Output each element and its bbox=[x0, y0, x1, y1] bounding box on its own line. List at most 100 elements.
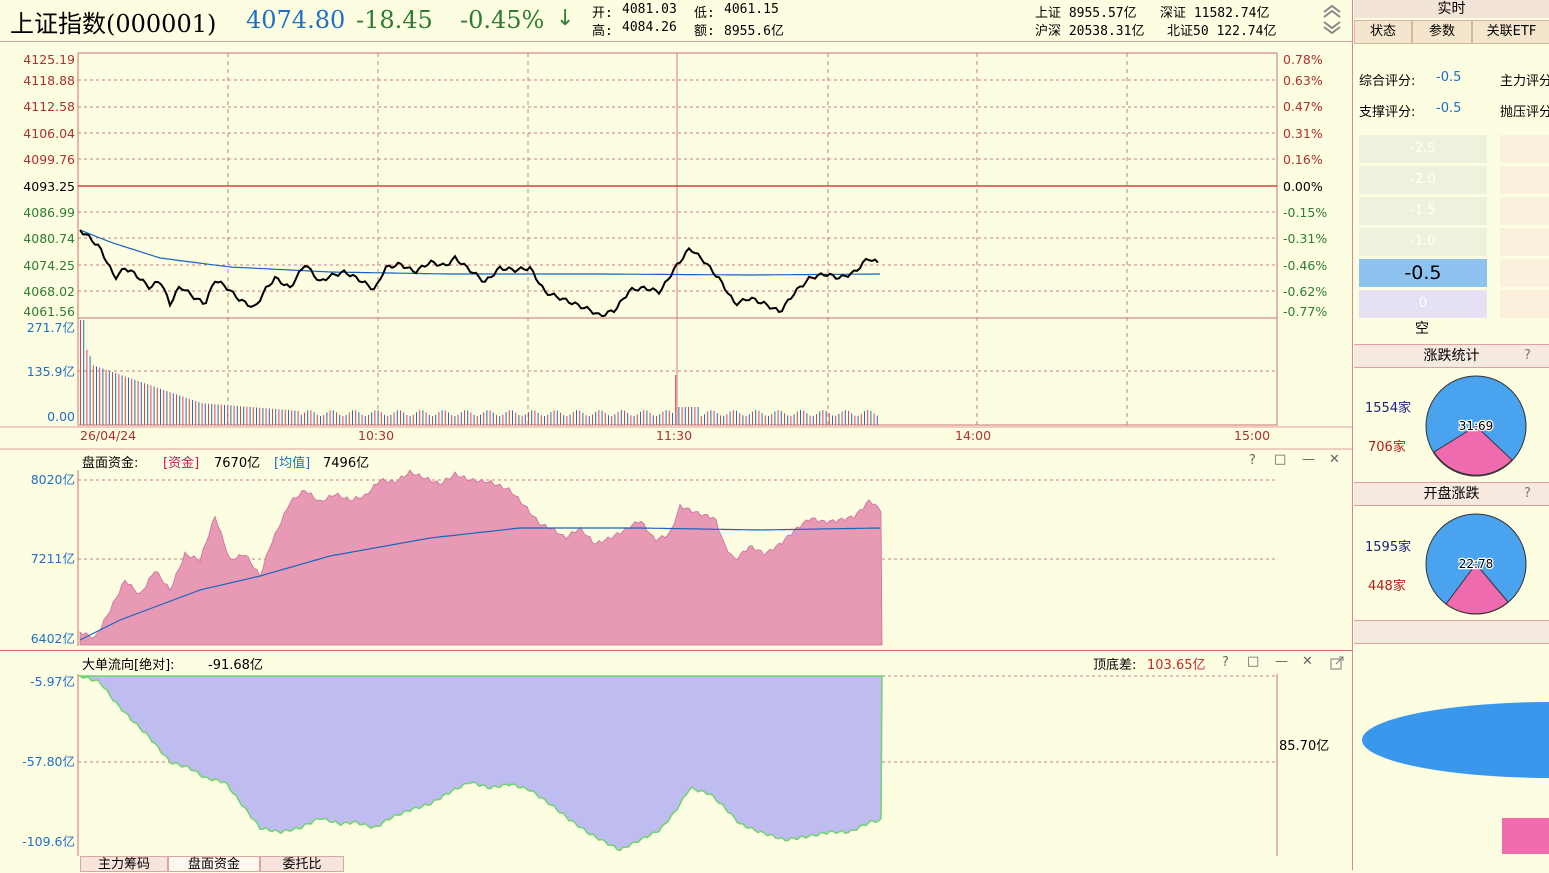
volume-bar bbox=[544, 416, 545, 425]
volume-bar bbox=[665, 410, 667, 425]
help-icon[interactable]: ? bbox=[1524, 486, 1531, 501]
rise-fall-title: 涨跌统计 bbox=[1423, 348, 1480, 364]
y-left-tick: 4074.25 bbox=[23, 258, 75, 273]
volume-bar bbox=[774, 411, 776, 425]
open-pie: 22:78 bbox=[1425, 513, 1527, 615]
y-right-tick: -0.46% bbox=[1283, 258, 1327, 273]
volume-bar bbox=[713, 410, 715, 425]
volume-bar bbox=[633, 415, 635, 425]
volume-bar bbox=[374, 410, 376, 425]
volume-bar bbox=[89, 356, 91, 425]
current-price: 4074.80 bbox=[246, 6, 346, 34]
volume-bar bbox=[441, 410, 443, 425]
amount-label: 额: bbox=[694, 24, 715, 39]
volume-bar bbox=[195, 401, 197, 425]
restore-icon[interactable]: □ bbox=[1247, 654, 1260, 669]
price-change-pct: -0.45% bbox=[460, 6, 545, 34]
close-icon[interactable]: ✕ bbox=[1329, 452, 1340, 467]
volume-bar bbox=[643, 410, 645, 425]
tab-status[interactable]: 状态 bbox=[1354, 20, 1412, 44]
volume-bar bbox=[704, 414, 705, 425]
volume-bar bbox=[208, 403, 209, 425]
help-icon[interactable]: ? bbox=[1249, 453, 1256, 468]
volume-bar bbox=[422, 410, 424, 425]
avg-value: 7496亿 bbox=[323, 456, 370, 471]
volume-bar bbox=[393, 412, 395, 425]
volume-bar bbox=[825, 410, 827, 425]
volume-bar bbox=[822, 410, 824, 425]
help-icon[interactable]: ? bbox=[1524, 348, 1531, 363]
volume-bar bbox=[275, 409, 277, 425]
vol-tick: 271.7亿 bbox=[27, 320, 75, 335]
volume-bar bbox=[672, 413, 673, 425]
volume-bar bbox=[300, 415, 302, 425]
cone-graphic bbox=[1362, 702, 1549, 854]
bo-tick: -5.97亿 bbox=[30, 674, 75, 689]
volume-bar bbox=[230, 405, 232, 425]
tab-params[interactable]: 参数 bbox=[1412, 20, 1472, 44]
volume-bar bbox=[288, 410, 289, 425]
y-right-tick: 0.00% bbox=[1283, 179, 1323, 194]
volume-bar bbox=[172, 393, 174, 425]
y-right-tick: -0.62% bbox=[1283, 284, 1327, 299]
capital-panel: 盘面资金: [资金] 7670亿 [均值] 7496亿 ? □ — ✕ 8020… bbox=[0, 450, 1352, 651]
volume-bar bbox=[793, 414, 795, 425]
tab-order-ratio[interactable]: 委托比 bbox=[260, 856, 344, 872]
collapse-toggle-icon[interactable] bbox=[1321, 2, 1343, 36]
volume-bar bbox=[92, 365, 94, 425]
down-arrow-icon: ↓ bbox=[556, 6, 575, 31]
capital-chart[interactable]: 8020亿 7211亿 6402亿 bbox=[0, 450, 1352, 650]
volume-bar bbox=[716, 413, 718, 425]
volume-bar bbox=[601, 410, 603, 425]
tab-related-etf[interactable]: 关联ETF bbox=[1472, 20, 1549, 44]
volume-bar bbox=[489, 410, 491, 425]
volume-bar bbox=[742, 415, 744, 425]
open-label: 开: bbox=[592, 6, 613, 21]
volume-bar bbox=[857, 415, 859, 425]
scale-cell: -2.0 bbox=[1359, 166, 1487, 194]
help-icon[interactable]: ? bbox=[1222, 655, 1229, 670]
volume-bar bbox=[105, 369, 107, 425]
empty-label: 空 bbox=[1415, 321, 1429, 337]
volume-bar bbox=[787, 415, 789, 425]
volume-bar bbox=[294, 410, 296, 425]
volume-bar bbox=[153, 386, 155, 425]
y-right-tick: 0.63% bbox=[1283, 73, 1323, 88]
close-icon[interactable]: ✕ bbox=[1302, 654, 1313, 669]
volume-bar bbox=[662, 411, 664, 425]
volume-bar bbox=[531, 410, 533, 425]
volume-bar bbox=[515, 412, 517, 425]
rise-fall-header: 涨跌统计 ? bbox=[1354, 344, 1549, 368]
restore-icon[interactable]: □ bbox=[1274, 452, 1287, 467]
volume-bar bbox=[729, 411, 731, 425]
open-header: 开盘涨跌 ? bbox=[1354, 482, 1549, 506]
volume-bar bbox=[364, 416, 366, 425]
volume-bar bbox=[358, 412, 360, 425]
scale-cell-active: -0.5 bbox=[1359, 259, 1487, 287]
export-icon[interactable] bbox=[1330, 656, 1344, 670]
volume-bar bbox=[838, 414, 840, 425]
volume-bar bbox=[569, 414, 571, 425]
volume-bar bbox=[329, 410, 331, 425]
volume-bar bbox=[185, 397, 187, 425]
minimize-icon[interactable]: — bbox=[1275, 654, 1288, 669]
y-left-tick: 4106.04 bbox=[23, 126, 75, 141]
volume-bar bbox=[784, 413, 785, 425]
volume-bar bbox=[614, 414, 616, 425]
volume-bar bbox=[96, 366, 97, 425]
volume-bar bbox=[572, 411, 574, 425]
volume-bar bbox=[611, 416, 613, 425]
volume-bar bbox=[598, 410, 600, 425]
capital-average-line bbox=[79, 527, 881, 641]
volume-bar bbox=[412, 414, 414, 425]
volume-bar bbox=[236, 405, 238, 425]
y-left-tick: 4093.25 bbox=[23, 179, 75, 194]
volume-bar bbox=[240, 406, 241, 425]
fund-tag: [资金] bbox=[163, 456, 200, 471]
intraday-chart[interactable]: 4125.19 4118.88 4112.58 4106.04 4099.76 … bbox=[0, 42, 1352, 450]
bigorder-chart[interactable]: -5.97亿 -57.80亿 -109.6亿 85.70亿 bbox=[0, 652, 1352, 856]
volume-bar bbox=[486, 410, 488, 425]
volume-bar bbox=[524, 414, 526, 425]
minimize-icon[interactable]: — bbox=[1302, 452, 1315, 467]
open-value: 4081.03 bbox=[622, 2, 677, 17]
